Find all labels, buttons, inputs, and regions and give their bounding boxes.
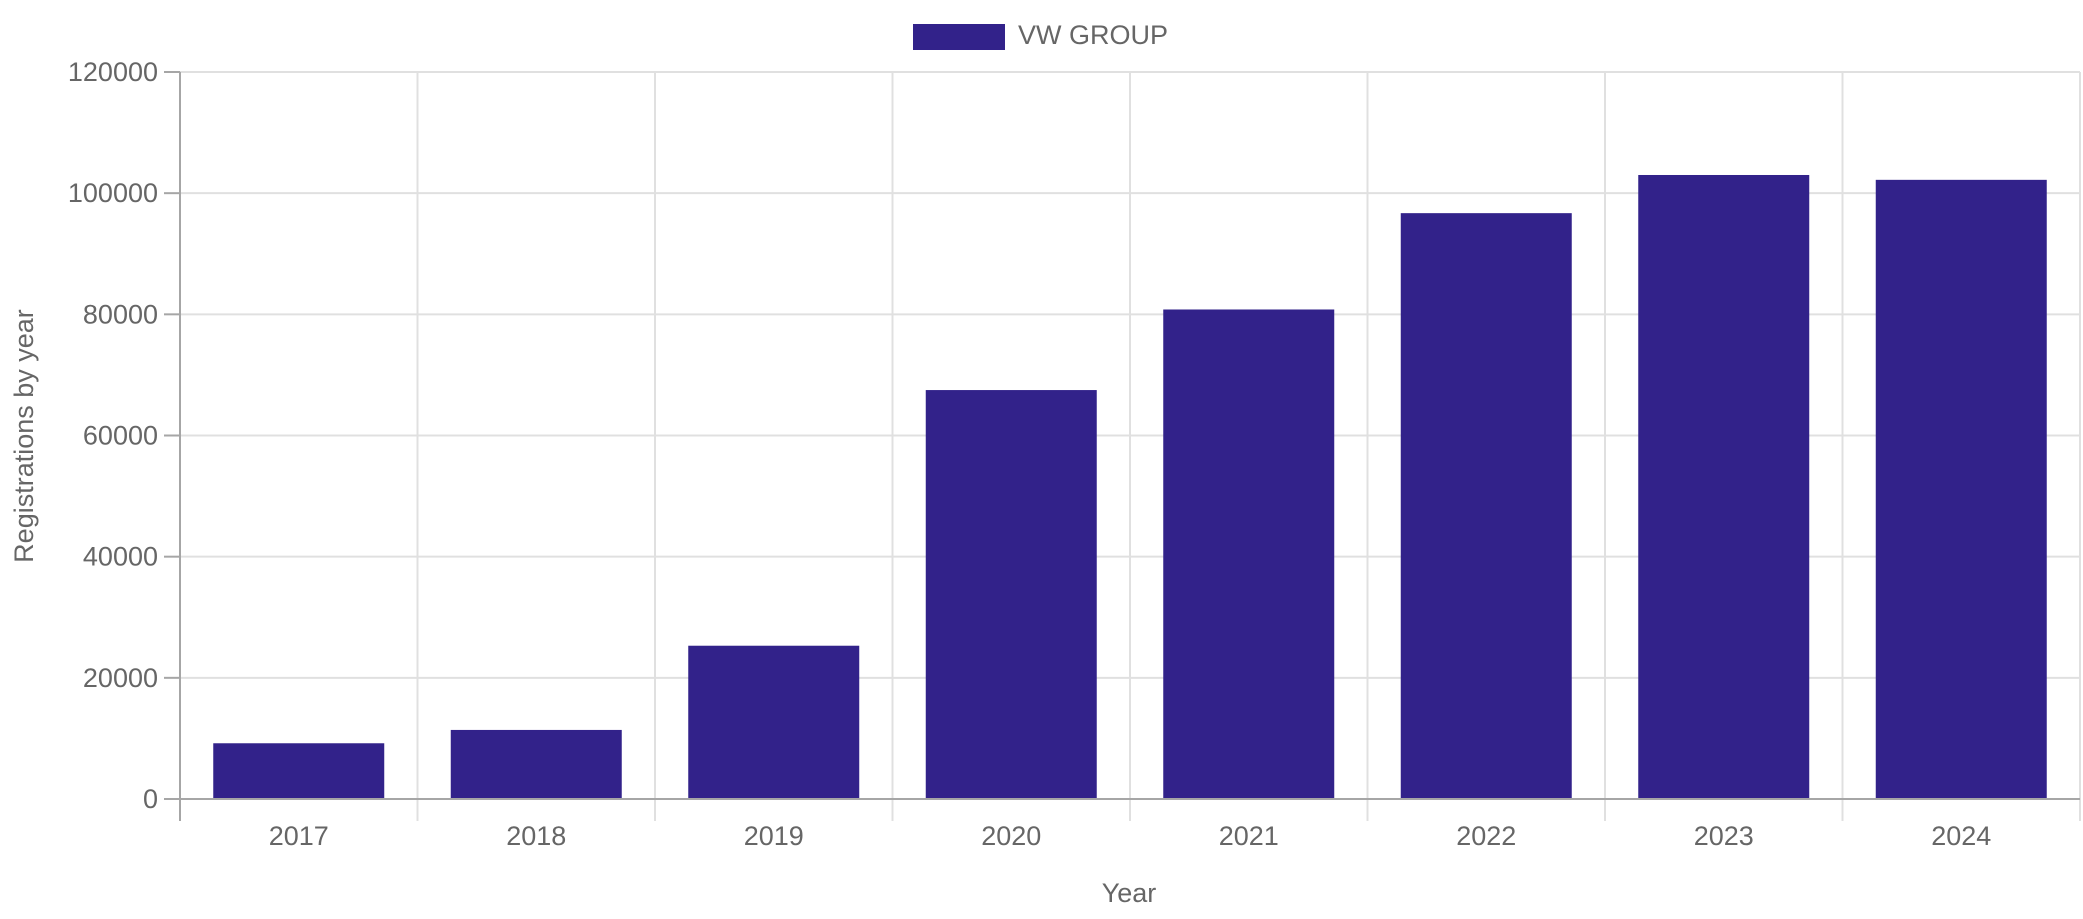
- y-tick-label: 60000: [83, 421, 158, 451]
- x-axis-title: Year: [1102, 878, 1157, 908]
- x-tick-label: 2022: [1456, 821, 1516, 851]
- x-tick-label: 2021: [1219, 821, 1279, 851]
- bar-2018[interactable]: [450, 729, 622, 799]
- x-tick-label: 2018: [506, 821, 566, 851]
- y-tick-label: 80000: [83, 299, 158, 329]
- bar-2017[interactable]: [213, 743, 385, 799]
- x-tick-label: 2024: [1931, 821, 1991, 851]
- axes: 0 20000 40000 60000 80000 100000 120000 2017 201…: [68, 57, 2081, 851]
- legend[interactable]: VW GROUP: [913, 20, 1168, 50]
- bar-2023[interactable]: [1638, 174, 1810, 799]
- bars: [213, 174, 2047, 800]
- bar-2019[interactable]: [688, 645, 860, 799]
- x-tick-label: 2020: [981, 821, 1041, 851]
- y-tick-label: 20000: [83, 663, 158, 693]
- y-tick-label: 40000: [83, 542, 158, 572]
- y-axis-title: Registrations by year: [9, 309, 39, 563]
- legend-label[interactable]: VW GROUP: [1018, 20, 1168, 50]
- x-tick-label: 2019: [744, 821, 804, 851]
- x-tick-label: 2023: [1694, 821, 1754, 851]
- bar-2022[interactable]: [1400, 213, 1572, 799]
- legend-swatch[interactable]: [913, 24, 1005, 50]
- y-tick-label: 120000: [68, 57, 158, 87]
- x-tick-label: 2017: [269, 821, 329, 851]
- bar-2021[interactable]: [1163, 309, 1335, 799]
- bar-2024[interactable]: [1875, 179, 2047, 800]
- y-tick-label: 100000: [68, 178, 158, 208]
- bar-2020[interactable]: [925, 390, 1097, 799]
- grid: [179, 71, 2081, 800]
- y-tick-label: 0: [143, 784, 158, 814]
